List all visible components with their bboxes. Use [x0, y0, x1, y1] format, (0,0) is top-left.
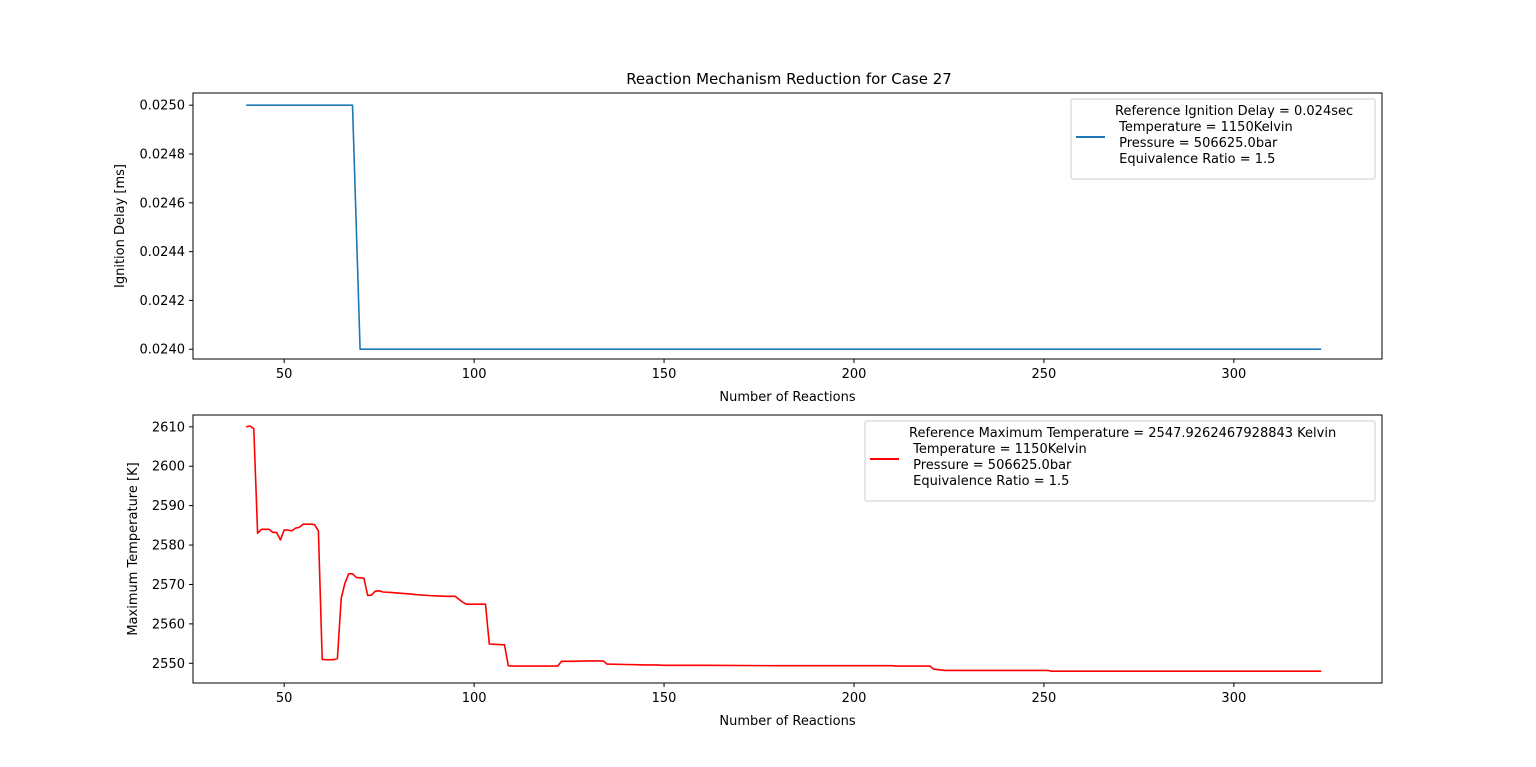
x-tick-label: 300 — [1221, 367, 1246, 382]
legend: Reference Maximum Temperature = 2547.926… — [864, 420, 1376, 502]
x-tick-label: 100 — [462, 367, 487, 382]
plot-frame — [192, 92, 1383, 360]
x-tick-label: 50 — [276, 691, 293, 706]
legend: Reference Ignition Delay = 0.024sec Temp… — [1070, 98, 1376, 180]
y-tick-label: 2610 — [152, 420, 185, 435]
x-tick-label: 100 — [462, 691, 487, 706]
y-tick-label: 0.0246 — [140, 196, 186, 211]
y-tick-label: 2580 — [152, 539, 185, 554]
y-tick-label: 2600 — [152, 460, 185, 475]
legend-label: Reference Ignition Delay = 0.024sec Temp… — [1115, 104, 1353, 167]
x-tick-label: 50 — [276, 367, 293, 382]
series-line — [246, 425, 1322, 673]
y-tick-label: 2570 — [152, 578, 185, 593]
ignition-delay-plot: 50 100 150 200 250 300 0.0240 0.0242 0.0244 0.024… — [113, 92, 1383, 405]
y-tick-label: 0.0244 — [140, 245, 186, 260]
x-tick-label: 200 — [842, 367, 867, 382]
series-line — [246, 104, 1322, 351]
y-tick-label: 2560 — [152, 617, 185, 632]
max-temperature-plot: 50 100 150 200 250 300 2550 2560 2570 2580 2590 260… — [126, 414, 1383, 729]
x-tick-label: 200 — [842, 691, 867, 706]
x-tick-label: 150 — [652, 691, 677, 706]
x-axis-label: Number of Reactions — [719, 390, 855, 405]
y-tick-label: 0.0248 — [140, 148, 186, 163]
legend-box — [1070, 98, 1376, 180]
x-tick-label: 250 — [1031, 367, 1056, 382]
y-tick-label: 2550 — [152, 657, 185, 672]
y-axis-label: Ignition Delay [ms] — [113, 164, 128, 288]
plot-frame — [192, 414, 1383, 684]
y-tick-label: 0.0242 — [140, 294, 186, 309]
y-tick-label: 0.0240 — [140, 343, 186, 358]
x-tick-label: 150 — [652, 367, 677, 382]
legend-box — [864, 420, 1376, 502]
legend-label: Reference Maximum Temperature = 2547.926… — [909, 426, 1336, 489]
y-tick-label: 0.0250 — [140, 99, 186, 114]
y-axis-label: Maximum Temperature [K] — [126, 462, 141, 635]
y-tick-label: 2590 — [152, 499, 185, 514]
x-tick-label: 250 — [1031, 691, 1056, 706]
x-axis-label: Number of Reactions — [719, 714, 855, 729]
x-tick-label: 300 — [1221, 691, 1246, 706]
chart-title: Reaction Mechanism Reduction for Case 27 — [626, 70, 952, 88]
